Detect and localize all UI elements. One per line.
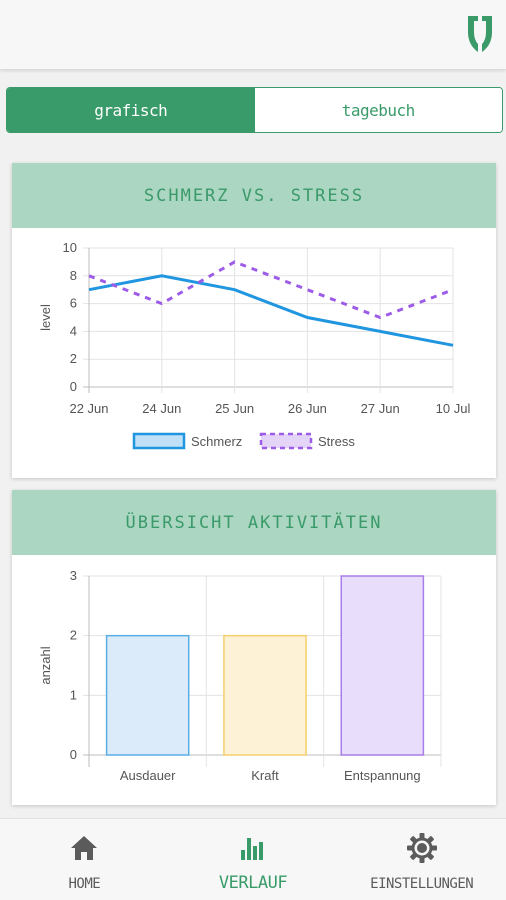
view-toggle: grafisch tagebuch — [6, 87, 503, 133]
app-logo-icon[interactable] — [466, 14, 494, 54]
x-tick-label: Entspannung — [344, 768, 421, 783]
x-tick-label: 26 Jun — [288, 401, 327, 416]
legend-swatch-stress — [259, 432, 313, 450]
y-tick-label: 10 — [63, 240, 77, 255]
x-tick-label: Kraft — [251, 768, 279, 783]
x-tick-label: 10 Jul — [436, 401, 471, 416]
x-tick-label: 27 Jun — [361, 401, 400, 416]
activities-card: ÜBERSICHT AKTIVITÄTEN 0 1 2 3 anzahl Ausdauer… — [12, 490, 496, 805]
x-tick-label: Ausdauer — [120, 768, 176, 783]
x-tick-label: 22 Jun — [69, 401, 108, 416]
pain-stress-card-title: SCHMERZ VS. STRESS — [12, 163, 496, 228]
app-header — [0, 0, 506, 70]
tab-tagebuch[interactable]: tagebuch — [254, 88, 502, 132]
x-tick-label: 25 Jun — [215, 401, 254, 416]
y-tick-label: 2 — [70, 628, 77, 643]
legend-swatch-schmerz — [132, 432, 186, 450]
nav-item-verlauf-label: VERLAUF — [218, 873, 288, 893]
y-tick-label: 8 — [70, 268, 77, 283]
home-icon — [71, 836, 98, 860]
y-tick-label: 2 — [70, 351, 77, 366]
y-tick-label: 4 — [70, 323, 77, 338]
pain-stress-line-chart: 0 2 4 6 8 10 22 Jun 24 Jun 25 Jun 26 Jun 27 Jun 10 … — [38, 240, 471, 450]
pain-stress-card: SCHMERZ VS. STRESS 0 2 4 6 8 10 22 Jun 24 Jun 25… — [12, 163, 496, 478]
y-tick-label: 1 — [70, 687, 77, 702]
y-tick-label: 0 — [70, 379, 77, 394]
y-tick-label: 0 — [70, 747, 77, 762]
nav-item-verlauf[interactable]: VERLAUF — [169, 819, 338, 900]
nav-item-einstellungen[interactable]: EINSTELLUNGEN — [337, 819, 506, 900]
y-axis-label: anzahl — [38, 646, 53, 684]
nav-item-home[interactable]: HOME — [0, 819, 169, 900]
bar-entspannung — [340, 575, 425, 756]
series-line-schmerz — [88, 274, 454, 347]
bar-chart-icon — [241, 838, 263, 860]
y-axis-label: level — [38, 304, 53, 331]
gear-icon — [406, 833, 437, 863]
y-tick-label: 3 — [70, 568, 77, 583]
activities-bar-chart: 0 1 2 3 anzahl Ausdauer Kraft Entspannung — [38, 568, 442, 783]
x-tick-label: 24 Jun — [142, 401, 181, 416]
tab-grafisch[interactable]: grafisch — [7, 88, 255, 132]
nav-item-home-label: HOME — [68, 876, 101, 892]
series-line-stress — [88, 260, 454, 320]
legend-label-schmerz: Schmerz — [191, 434, 242, 449]
bar-ausdauer — [105, 634, 190, 756]
activities-card-title: ÜBERSICHT AKTIVITÄTEN — [12, 490, 496, 555]
y-tick-label: 6 — [70, 296, 77, 311]
bottom-nav: HOME VERLAUF EINSTELLUNGEN — [0, 818, 506, 900]
nav-item-einstellungen-label: EINSTELLUNGEN — [370, 876, 474, 892]
bar-kraft — [223, 634, 307, 756]
legend-label-stress: Stress — [318, 434, 355, 449]
